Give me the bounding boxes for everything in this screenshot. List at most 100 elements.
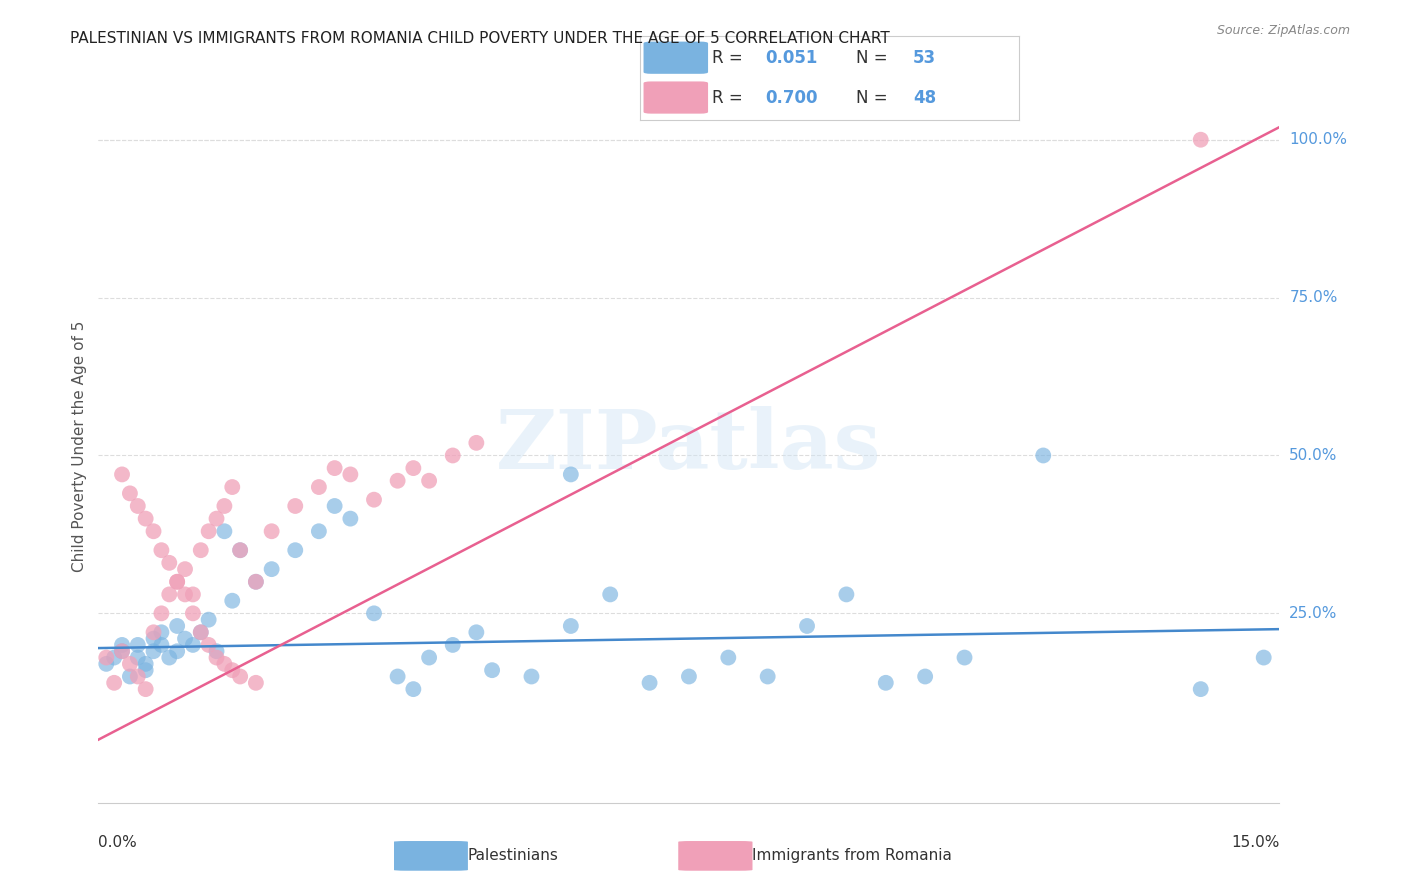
Point bbox=[181, 587, 204, 601]
Point bbox=[205, 650, 228, 665]
Point bbox=[142, 644, 165, 658]
Point bbox=[150, 543, 173, 558]
Point bbox=[339, 511, 361, 525]
Point bbox=[166, 574, 188, 589]
Point bbox=[181, 638, 204, 652]
Point bbox=[717, 650, 740, 665]
Text: 48: 48 bbox=[912, 88, 936, 106]
Point bbox=[402, 461, 425, 475]
Text: R =: R = bbox=[711, 49, 748, 67]
FancyBboxPatch shape bbox=[644, 42, 709, 74]
Text: R =: R = bbox=[711, 88, 748, 106]
Point bbox=[284, 499, 307, 513]
Point bbox=[111, 644, 134, 658]
Point bbox=[197, 613, 219, 627]
Y-axis label: Child Poverty Under the Age of 5: Child Poverty Under the Age of 5 bbox=[72, 320, 87, 572]
Point bbox=[174, 587, 197, 601]
Point bbox=[260, 524, 283, 539]
Point bbox=[135, 663, 157, 677]
Point bbox=[441, 638, 464, 652]
Point bbox=[135, 682, 157, 697]
Point bbox=[142, 524, 165, 539]
Point bbox=[323, 499, 346, 513]
Point bbox=[111, 638, 134, 652]
Text: N =: N = bbox=[856, 88, 893, 106]
Point bbox=[796, 619, 818, 633]
Text: Source: ZipAtlas.com: Source: ZipAtlas.com bbox=[1216, 24, 1350, 37]
Point bbox=[481, 663, 503, 677]
Point bbox=[363, 492, 385, 507]
Point bbox=[229, 543, 252, 558]
Point bbox=[599, 587, 621, 601]
Point bbox=[174, 632, 197, 646]
Text: Immigrants from Romania: Immigrants from Romania bbox=[752, 848, 952, 863]
Point bbox=[756, 669, 779, 683]
Point bbox=[221, 593, 243, 607]
Point bbox=[260, 562, 283, 576]
Text: 15.0%: 15.0% bbox=[1232, 836, 1279, 850]
Point bbox=[914, 669, 936, 683]
Point bbox=[441, 449, 464, 463]
Point bbox=[135, 657, 157, 671]
Point bbox=[1189, 682, 1212, 697]
Point bbox=[96, 650, 118, 665]
Point bbox=[166, 619, 188, 633]
Text: PALESTINIAN VS IMMIGRANTS FROM ROMANIA CHILD POVERTY UNDER THE AGE OF 5 CORRELAT: PALESTINIAN VS IMMIGRANTS FROM ROMANIA C… bbox=[70, 31, 890, 46]
Point bbox=[284, 543, 307, 558]
Point bbox=[418, 650, 440, 665]
Point bbox=[323, 461, 346, 475]
Point bbox=[245, 574, 267, 589]
Point bbox=[127, 499, 149, 513]
Point bbox=[465, 435, 488, 450]
Point bbox=[118, 657, 141, 671]
Point bbox=[1253, 650, 1275, 665]
Point bbox=[103, 675, 125, 690]
Point bbox=[1189, 133, 1212, 147]
Point bbox=[197, 638, 219, 652]
Point bbox=[103, 650, 125, 665]
Point bbox=[157, 650, 180, 665]
Point bbox=[520, 669, 543, 683]
Point bbox=[245, 574, 267, 589]
Point bbox=[229, 543, 252, 558]
Point bbox=[166, 644, 188, 658]
Text: 0.051: 0.051 bbox=[765, 49, 817, 67]
Point bbox=[157, 587, 180, 601]
Point bbox=[166, 574, 188, 589]
Point bbox=[221, 480, 243, 494]
Point bbox=[127, 669, 149, 683]
Point bbox=[111, 467, 134, 482]
Point bbox=[308, 524, 330, 539]
Point bbox=[339, 467, 361, 482]
Point bbox=[418, 474, 440, 488]
Point bbox=[111, 644, 134, 658]
Text: 50.0%: 50.0% bbox=[1289, 448, 1337, 463]
Point bbox=[387, 669, 409, 683]
Point bbox=[214, 499, 236, 513]
Point bbox=[135, 511, 157, 525]
Point bbox=[190, 543, 212, 558]
Point bbox=[150, 607, 173, 621]
Point bbox=[638, 675, 661, 690]
Point bbox=[214, 524, 236, 539]
Text: 0.0%: 0.0% bbox=[98, 836, 138, 850]
Point bbox=[953, 650, 976, 665]
FancyBboxPatch shape bbox=[394, 841, 468, 871]
Text: 53: 53 bbox=[912, 49, 936, 67]
Point bbox=[181, 607, 204, 621]
Point bbox=[118, 486, 141, 500]
Point bbox=[197, 524, 219, 539]
Point bbox=[835, 587, 858, 601]
Point bbox=[157, 556, 180, 570]
Point bbox=[127, 638, 149, 652]
Point bbox=[190, 625, 212, 640]
Point bbox=[190, 625, 212, 640]
Point bbox=[221, 663, 243, 677]
Point bbox=[214, 657, 236, 671]
Point bbox=[150, 638, 173, 652]
Point bbox=[387, 474, 409, 488]
FancyBboxPatch shape bbox=[678, 841, 752, 871]
Point bbox=[229, 669, 252, 683]
Point bbox=[205, 644, 228, 658]
Point bbox=[678, 669, 700, 683]
